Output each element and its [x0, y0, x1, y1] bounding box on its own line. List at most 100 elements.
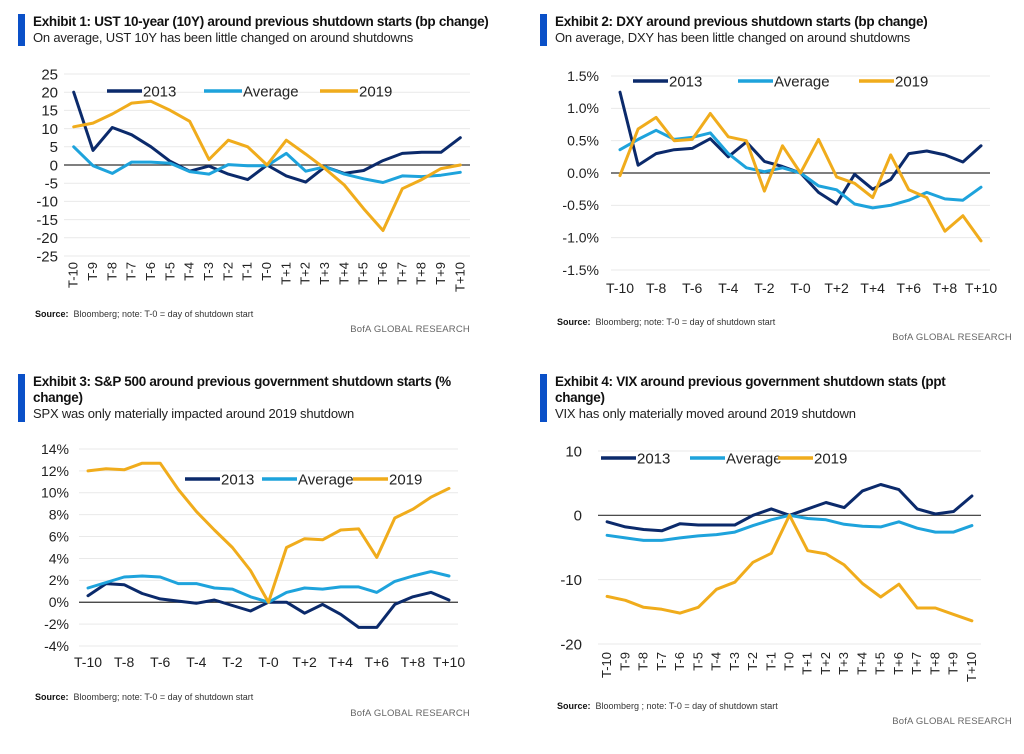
- y-tick-label: -15: [36, 212, 58, 229]
- x-tick-label: T+8: [414, 262, 429, 285]
- legend-label-2013: 2013: [637, 451, 670, 468]
- x-tick-label: T-6: [672, 652, 687, 671]
- exhibit-3-header: Exhibit 3: S&P 500 around previous gover…: [18, 374, 451, 422]
- x-tick-label: T-4: [186, 654, 206, 670]
- legend-label-2019: 2019: [814, 451, 847, 468]
- y-tick-label: -10: [560, 572, 582, 589]
- exhibit-2-panel: Exhibit 2: DXY around previous shutdown …: [540, 12, 1012, 343]
- x-tick-label: T-7: [124, 262, 139, 281]
- x-tick-label: T+10: [433, 654, 466, 670]
- x-tick-label: T-8: [114, 654, 134, 670]
- x-tick-label: T-10: [606, 280, 634, 296]
- y-tick-label: -20: [560, 636, 582, 653]
- y-tick-label: 25: [41, 66, 58, 83]
- exhibit-2-source: Source: Bloomberg; note: T-0 = day of sh…: [557, 317, 775, 327]
- exhibit-2-header: Exhibit 2: DXY around previous shutdown …: [540, 14, 928, 46]
- y-tick-label: 0%: [49, 594, 69, 610]
- exhibit-4-title-line-2: change): [555, 390, 605, 405]
- x-tick-label: T-3: [727, 652, 742, 671]
- x-tick-label: T-6: [682, 280, 702, 296]
- x-tick-label: T+10: [964, 652, 979, 682]
- series-line-2019: [86, 461, 451, 604]
- x-tick-label: T-1: [763, 652, 778, 671]
- legend-label-2013: 2013: [669, 74, 702, 91]
- exhibit-4-title-line-1: Exhibit 4: VIX around previous governmen…: [555, 374, 946, 389]
- y-tick-label: -5: [45, 175, 58, 192]
- source-text: Bloomberg; note: T-0 = day of shutdown s…: [595, 317, 776, 327]
- legend-label-2019: 2019: [389, 472, 422, 489]
- legend-label-2019: 2019: [895, 74, 928, 91]
- x-tick-label: T-2: [745, 652, 760, 671]
- x-tick-label: T-4: [709, 652, 724, 671]
- y-tick-label: -2%: [44, 616, 69, 632]
- x-tick-label: T-5: [690, 652, 705, 671]
- x-tick-label: T-8: [636, 652, 651, 671]
- exhibit-3-source: Source: Bloomberg; note: T-0 = day of sh…: [35, 692, 253, 702]
- x-tick-label: T+3: [317, 262, 332, 285]
- exhibit-4-panel: Exhibit 4: VIX around previous governmen…: [540, 372, 1012, 732]
- x-tick-label: T-4: [182, 262, 197, 281]
- y-tick-label: -25: [36, 248, 58, 265]
- x-tick-label: T-2: [220, 262, 235, 281]
- exhibit-2-plot: 1.5% 1.0% 0.5% 0.0% -0.5% -1.0% -1.5% T-10 T-8 T-…: [562, 68, 997, 296]
- legend-label-2013: 2013: [221, 472, 254, 489]
- x-tick-label: T+7: [394, 262, 409, 285]
- y-tick-label: 4%: [49, 550, 69, 566]
- x-tick-label: T-9: [85, 262, 100, 281]
- y-tick-label: -4%: [44, 638, 69, 654]
- x-tick-label: T-4: [718, 280, 738, 296]
- legend-label-average: Average: [243, 84, 299, 101]
- x-tick-label: T-8: [104, 262, 119, 281]
- exhibit-3-panel: Exhibit 3: S&P 500 around previous gover…: [18, 372, 498, 722]
- exhibit-1-source: Source: Bloomberg; note: T-0 = day of sh…: [35, 309, 253, 319]
- legend-label-2013: 2013: [143, 84, 176, 101]
- x-tick-label: T+6: [365, 654, 390, 670]
- x-tick-label: T+8: [927, 652, 942, 675]
- x-tick-label: T+9: [433, 262, 448, 285]
- x-tick-label: T-8: [646, 280, 666, 296]
- legend-label-average: Average: [774, 74, 830, 91]
- source-label: Source:: [557, 701, 591, 711]
- exhibit-1-panel: Exhibit 1: UST 10-year (10Y) around prev…: [18, 12, 498, 342]
- legend-label-2019: 2019: [359, 84, 392, 101]
- x-tick-label: T-0: [782, 652, 797, 671]
- x-tick-label: T+1: [800, 652, 815, 675]
- exhibit-3-plot: 14% 12% 10% 8% 6% 4% 2% 0% -2% -4% T-10 T-8 T-6 T-4 T-…: [41, 441, 465, 670]
- x-tick-label: T+2: [292, 654, 317, 670]
- y-tick-label: 14%: [41, 441, 69, 457]
- x-tick-label: T+5: [873, 652, 888, 675]
- exhibit-1-header: Exhibit 1: UST 10-year (10Y) around prev…: [18, 14, 489, 46]
- y-tick-label: 10: [41, 121, 58, 138]
- x-tick-label: T+3: [836, 652, 851, 675]
- y-tick-label: 6%: [49, 528, 69, 544]
- y-tick-label: 0: [574, 508, 582, 525]
- x-tick-label: T-6: [150, 654, 170, 670]
- y-tick-label: 10: [565, 443, 582, 460]
- x-tick-label: T+7: [909, 652, 924, 675]
- x-tick-label: T+4: [854, 652, 869, 675]
- x-tick-label: T+2: [298, 262, 313, 285]
- x-tick-label: T-6: [143, 262, 158, 281]
- source-text: Bloomberg ; note: T-0 = day of shutdown …: [595, 701, 778, 711]
- x-tick-label: T+8: [933, 280, 958, 296]
- x-tick-label: T+4: [860, 280, 885, 296]
- x-tick-label: T-1: [240, 262, 255, 281]
- x-tick-label: T+4: [336, 262, 351, 285]
- x-tick-label: T-9: [617, 652, 632, 671]
- series-line-2013: [72, 90, 462, 184]
- series-line-2019: [618, 112, 983, 243]
- x-tick-label: T-0: [258, 654, 278, 670]
- exhibit-1-credit: BofA GLOBAL RESEARCH: [350, 324, 470, 335]
- exhibit-4-header: Exhibit 4: VIX around previous governmen…: [540, 374, 946, 422]
- x-tick-label: T+1: [278, 262, 293, 285]
- source-text: Bloomberg; note: T-0 = day of shutdown s…: [73, 692, 254, 702]
- y-tick-label: 15: [41, 103, 58, 120]
- source-text: Bloomberg; note: T-0 = day of shutdown s…: [73, 309, 254, 319]
- y-tick-label: -1.5%: [562, 262, 599, 278]
- x-tick-label: T+10: [452, 262, 467, 292]
- x-tick-label: T+6: [891, 652, 906, 675]
- exhibit-1-subtitle: On average, UST 10Y has been little chan…: [33, 30, 414, 45]
- y-tick-label: 1.0%: [567, 100, 599, 116]
- exhibit-2-credit: BofA GLOBAL RESEARCH: [892, 332, 1012, 343]
